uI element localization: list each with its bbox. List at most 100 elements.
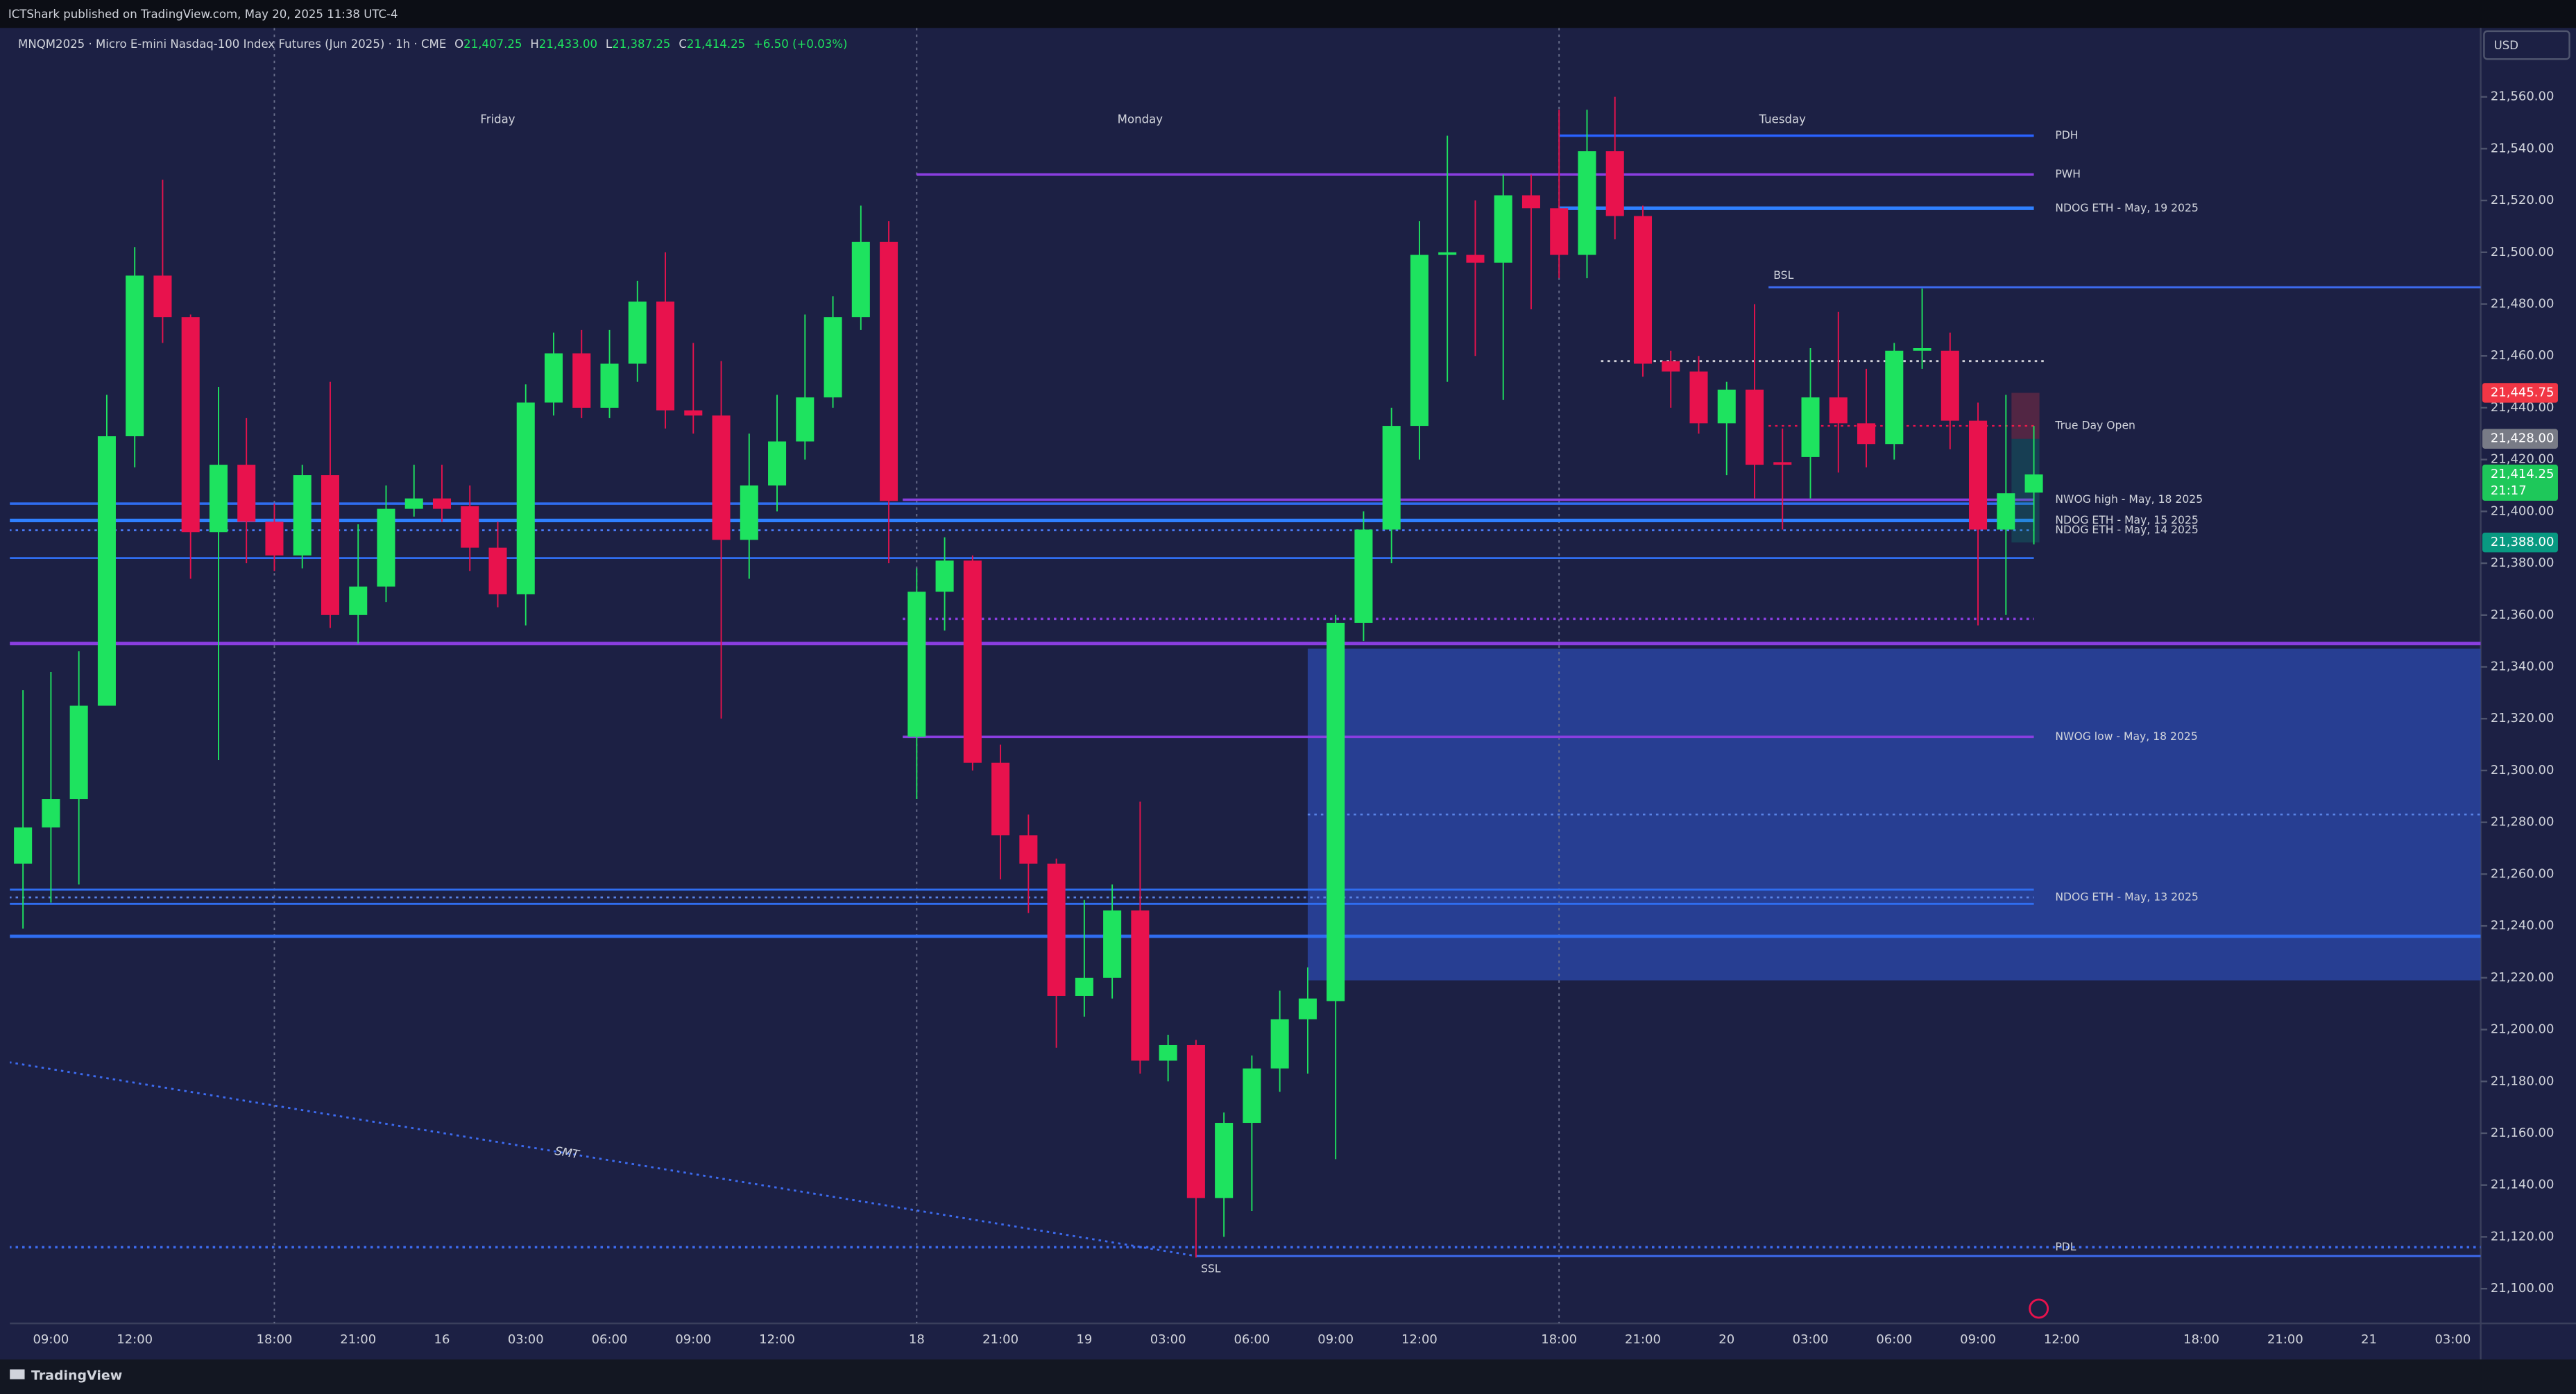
candle-body (237, 465, 256, 522)
candle-body (461, 506, 479, 548)
candle-body (1913, 348, 1931, 351)
x-tick-label: 12:00 (2044, 1332, 2080, 1347)
candle-body (1829, 397, 1848, 424)
candle-body (1997, 493, 2015, 530)
y-tick-label: 21,200.00 (2491, 1022, 2554, 1037)
candle-body (349, 586, 368, 615)
price-label-box (2482, 383, 2558, 403)
candle-body (768, 441, 787, 486)
candle-body (1019, 835, 1038, 864)
candle-body (1633, 216, 1653, 364)
x-tick-label: 12:00 (1401, 1332, 1438, 1347)
legend-value: 21,414.25 (687, 37, 745, 50)
y-tick-label: 21,500.00 (2491, 245, 2554, 259)
candle-body (432, 498, 452, 509)
session-label: Monday (1118, 112, 1163, 126)
candle-body (1521, 195, 1540, 209)
candle-body (935, 560, 954, 592)
level-label: NDOG ETH - May, 15 2025 (2055, 514, 2199, 526)
x-tick-label: 16 (434, 1332, 450, 1347)
x-tick-label: 03:00 (1793, 1332, 1829, 1347)
candle-body (684, 410, 703, 416)
x-tick-label: 09:00 (675, 1332, 711, 1347)
candle-body (544, 353, 563, 403)
candle-body (907, 592, 926, 737)
candle-body (1857, 423, 1876, 445)
candle-body (1494, 195, 1512, 263)
level-label: NWOG high - May, 18 2025 (2055, 493, 2203, 506)
y-tick-label: 21,420.00 (2491, 452, 2554, 467)
plot-area (10, 28, 2481, 1324)
x-tick-label: 06:00 (592, 1332, 628, 1347)
candle-body (126, 275, 144, 437)
x-tick-label: 09:00 (1960, 1332, 1996, 1347)
alert-icon[interactable] (2029, 1298, 2049, 1319)
price-label: 21,388.00 (2491, 535, 2554, 549)
level-label: NDOG ETH - May, 19 2025 (2055, 202, 2199, 214)
candle-body (14, 827, 33, 864)
candle-body (824, 317, 842, 397)
y-tick-label: 21,320.00 (2491, 711, 2554, 725)
legend: MNQM2025 · Micro E-mini Nasdaq-100 Index… (18, 37, 847, 50)
candle-body (153, 275, 172, 318)
candle-body (1354, 529, 1373, 623)
stop-zone (2011, 393, 2040, 439)
session-label: Friday (480, 112, 515, 126)
level-label: PWH (2055, 168, 2081, 180)
y-tick-label: 21,100.00 (2491, 1281, 2554, 1296)
y-tick-label: 21,240.00 (2491, 918, 2554, 933)
brand-logo[interactable] (10, 1369, 25, 1379)
candle-body (1075, 977, 1093, 996)
legend-value: 21,407.25 (463, 37, 522, 50)
top-bar (0, 0, 2576, 28)
currency-box[interactable] (2483, 30, 2570, 60)
candle-body (740, 485, 758, 540)
price-label-box (2482, 429, 2558, 449)
y-tick-label: 21,220.00 (2491, 970, 2554, 985)
level-label: NWOG low - May, 18 2025 (2055, 730, 2197, 743)
price-label: 21,428.00 (2491, 431, 2554, 446)
y-tick-label: 21,540.00 (2491, 141, 2554, 155)
candle-body (712, 415, 731, 540)
x-tick-label: 12:00 (759, 1332, 795, 1347)
candle-body (404, 498, 423, 509)
x-tick-label: 03:00 (1150, 1332, 1186, 1347)
y-tick-label: 21,440.00 (2491, 400, 2554, 415)
candle-body (1131, 910, 1150, 1061)
y-tick-label: 21,520.00 (2491, 193, 2554, 207)
candle-body (377, 508, 395, 587)
candle-body (796, 397, 814, 442)
candle-body (600, 363, 619, 408)
y-tick-label: 21,400.00 (2491, 504, 2554, 518)
candle-body (1186, 1044, 1205, 1198)
legend-value: 21,387.25 (612, 37, 670, 50)
candle-body (1885, 350, 1904, 445)
x-tick-label: 19 (1076, 1332, 1092, 1347)
candle-body (97, 436, 116, 706)
candle-body (321, 475, 339, 615)
candle-body (1773, 462, 1792, 465)
price-label-box (2482, 532, 2558, 553)
candle-body (851, 241, 870, 318)
candle-body (1159, 1044, 1177, 1061)
candle-body (1466, 255, 1485, 263)
candle-body (1327, 623, 1345, 1001)
candle-body (1382, 426, 1401, 530)
y-tick-label: 21,280.00 (2491, 815, 2554, 829)
legend-title: MNQM2025 · Micro E-mini Nasdaq-100 Index… (18, 37, 446, 50)
level-label: NDOG ETH - May, 13 2025 (2055, 891, 2199, 904)
level-label: NDOG ETH - May, 14 2025 (2055, 524, 2199, 536)
candle-body (1605, 151, 1624, 216)
legend-value: 21,433.00 (539, 37, 597, 50)
candle-body (1801, 397, 1820, 457)
legend-key: C (679, 37, 687, 50)
candle-body (516, 402, 535, 594)
x-tick-label: 21 (2361, 1332, 2377, 1347)
level-label: True Day Open (2054, 420, 2135, 432)
bottom-bar (0, 1359, 2576, 1394)
candle-body (1103, 910, 1122, 978)
candle-body (1047, 863, 1066, 996)
